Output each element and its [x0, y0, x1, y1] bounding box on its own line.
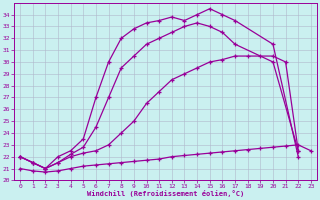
X-axis label: Windchill (Refroidissement éolien,°C): Windchill (Refroidissement éolien,°C) — [87, 190, 244, 197]
